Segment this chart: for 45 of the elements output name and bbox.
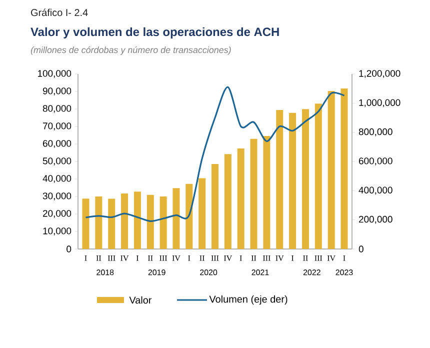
- y-tick-label: 100,000: [38, 70, 72, 78]
- bar: [82, 198, 90, 249]
- bar: [160, 196, 167, 249]
- bar: [108, 198, 116, 249]
- bar: [121, 194, 128, 249]
- chart-title: Valor y volumen de las operaciones de ACH: [30, 27, 279, 38]
- y2-tick-label: 1,000,000: [359, 99, 400, 108]
- y2-tick-label: 200,000: [358, 216, 392, 224]
- chart-subtitle: (millones de córdobas y número de transacciones): [30, 46, 231, 55]
- y-tick-label: 10,000: [43, 228, 72, 236]
- legend-label: Volumen (eje der): [209, 295, 288, 305]
- bar: [134, 192, 141, 249]
- bar: [340, 88, 348, 249]
- bar: [172, 188, 180, 249]
- bar: [95, 196, 102, 249]
- y2-tick-label: 0: [358, 246, 364, 252]
- line-series: [84, 86, 346, 222]
- y-tick-label: 80,000: [42, 105, 72, 113]
- bar: [328, 90, 335, 249]
- y-tick-label: 0: [66, 246, 72, 252]
- bar: [146, 194, 154, 249]
- legend-label: Valor: [129, 296, 152, 304]
- bar: [186, 184, 193, 249]
- bar: [250, 138, 258, 249]
- bar: [314, 104, 322, 249]
- bar: [289, 112, 296, 249]
- bar: [224, 154, 232, 249]
- y2-tick-label: 800,000: [358, 128, 392, 136]
- y2-tick-label: 1,200,000: [359, 70, 400, 78]
- y-tick-label: 90,000: [42, 88, 72, 96]
- bar: [276, 110, 284, 249]
- y2-tick-label: 400,000: [358, 186, 392, 195]
- bar: [198, 178, 206, 249]
- y-tick-label: 30,000: [42, 192, 72, 200]
- bar: [212, 164, 218, 249]
- y-tick-label: 40,000: [42, 175, 72, 183]
- y-tick-label: 70,000: [43, 122, 72, 130]
- y2-tick-label: 600,000: [359, 158, 392, 166]
- bar: [263, 136, 270, 249]
- y-tick-label: 60,000: [43, 140, 72, 148]
- bar: [302, 109, 309, 249]
- y-tick-label: 50,000: [42, 158, 72, 166]
- bar: [237, 148, 244, 249]
- text: Gráfico I- 2.4: [31, 8, 88, 16]
- y-tick-label: 20,000: [43, 210, 72, 218]
